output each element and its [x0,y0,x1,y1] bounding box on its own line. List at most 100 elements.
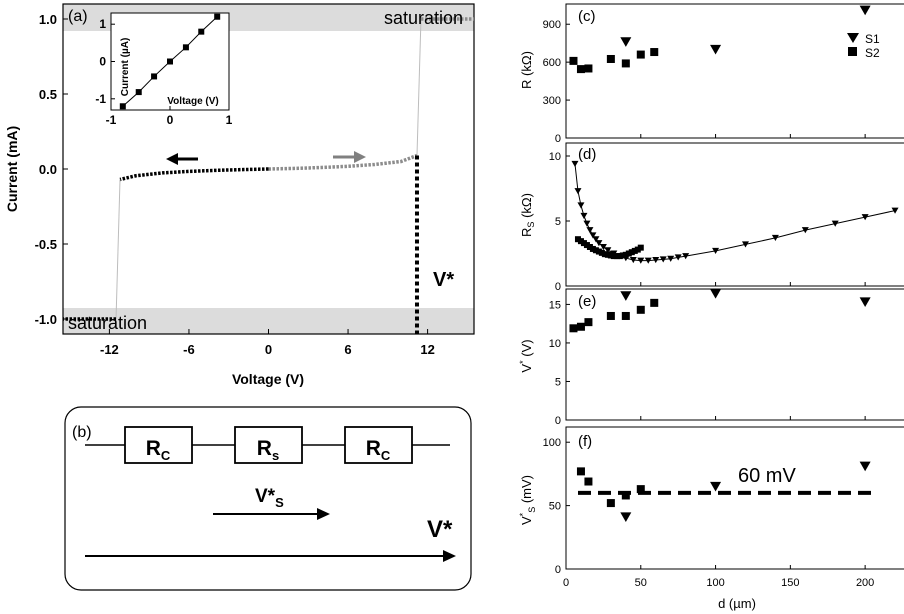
data-point-s1 [682,253,690,260]
y-tick-label-f: 100 [543,437,561,449]
data-point-s2 [606,499,615,508]
legend-marker-s2 [848,47,857,56]
legend-label-s1: S1 [865,32,880,46]
data-point-s2 [576,467,585,476]
inset-point [135,89,142,96]
x-tick-label-a: 6 [344,342,351,357]
y-tick-label-inset: -1 [95,92,106,106]
inset-point [119,103,126,110]
legend-label-s2: S2 [865,46,880,60]
y-axis-label-d: RS (kΩ) [519,193,536,237]
y-tick-label-e: 0 [555,415,561,427]
data-point-s2 [636,485,645,494]
iv-curve-dotted [119,167,269,182]
iv-curve-jump [416,18,422,156]
y-tick-label-c: 600 [543,57,561,69]
panel-c: 0 300 600 900 (c) R (kΩ) S1 S2 [519,3,904,145]
sweep-arrow-negative [166,153,198,165]
data-point-s1 [831,220,839,227]
inset-point [167,58,173,65]
plot-frame-e [565,288,904,421]
data-point-s1 [583,220,591,227]
data-point-s1 [674,254,682,261]
plot-frame-d [565,142,904,287]
data-point-s2 [584,64,593,73]
y-tick-label-a: -1.0 [35,312,57,327]
panel-a: -12 -6 0 6 12 -1.0 -0.5 0.0 0.5 1.0 (a) saturatio… [4,3,475,387]
y-tick-label-e: 10 [549,338,561,350]
x-axis-label-f: d (µm) [718,596,756,611]
panel-label-f: (f) [578,433,592,450]
sweep-arrow-positive [333,151,366,163]
y-axis-label-inset: Current (µA) [120,38,131,97]
data-point-s1 [659,256,667,263]
data-point-s1 [620,512,632,522]
data-point-s1 [741,241,749,248]
inset-plot: -1 0 1 -1 0 1 Voltage (V) Current (µA) [95,12,233,127]
vstar-label: V* [427,516,453,543]
x-tick-label-a: -12 [100,342,119,357]
data-point-s2 [636,305,645,314]
vstar-s-label: V*S [255,486,284,510]
data-point-s2 [637,244,644,251]
y-tick-label-c: 300 [543,95,561,107]
plot-frame-c [565,3,904,139]
svg-text:Rs: Rs [257,437,279,463]
resistor-rc-right: RC [344,426,413,464]
data-point-s1 [771,234,779,242]
iv-curve-jump [115,179,121,320]
arrow-vstar [85,550,456,562]
x-tick-label-a: 12 [420,342,434,357]
resistor-rc-left: RC [124,426,193,464]
data-point-s1 [580,212,588,219]
x-tick-label-inset: 0 [167,113,174,127]
panel-f: 0 50 100 0 50 100 150 200 (f) V*S (mV) 60 mV d … [518,426,904,611]
y-axis-label-c: R (kΩ) [519,51,534,89]
y-tick-label-c: 0 [555,133,561,145]
data-point-s2 [606,54,615,63]
data-point-s1 [859,461,871,472]
panel-d: 0 5 10 (d) RS (kΩ) [519,142,904,293]
y-tick-label-f: 0 [555,564,561,576]
data-point-s1 [571,160,579,167]
data-point-s1 [599,244,607,251]
y-tick-label-c: 900 [543,19,561,31]
inset-point [198,28,205,35]
x-tick-label-a: 0 [265,342,272,357]
y-tick-label-d: 5 [555,216,561,228]
y-tick-label-d: 10 [549,151,561,163]
data-point-s1 [859,297,871,308]
panel-e: 0 5 10 15 (e) V* (V) [518,288,904,427]
data-point-s1 [652,257,660,264]
data-point-s2 [569,56,578,65]
data-point-s2 [621,491,630,500]
data-point-s1 [604,247,612,254]
y-tick-label-a: 0.0 [39,162,57,177]
data-point-s1 [891,207,899,214]
resistor-rs: Rs [234,426,303,464]
iv-curve-dotted [268,153,418,171]
plot-frame-f [565,426,904,570]
y-tick-label-a: 1.0 [39,12,57,27]
x-tick-label-f: 150 [781,577,799,589]
y-tick-label-inset: 0 [99,55,106,69]
reference-line-label: 60 mV [738,465,796,487]
vstar-annotation: V* [433,269,454,291]
x-tick-label-f: 200 [856,577,874,589]
data-point-s1 [710,288,722,299]
svg-text:RC: RC [146,437,171,463]
panel-b-circuit: (b) RC Rs RC V*S V* [64,406,472,591]
data-point-s2 [584,477,593,486]
legend: S1 S2 [847,32,880,60]
data-point-s1 [637,257,645,264]
inset-point [151,73,158,80]
y-tick-label-f: 50 [549,501,561,513]
data-point-s1 [620,37,632,47]
inset-point [182,44,189,51]
saturation-label-top: saturation [384,8,463,28]
y-tick-label-inset: 1 [99,17,106,31]
data-point-s2 [636,50,645,59]
y-tick-label-a: -0.5 [35,237,57,252]
data-point-s1 [712,247,720,255]
